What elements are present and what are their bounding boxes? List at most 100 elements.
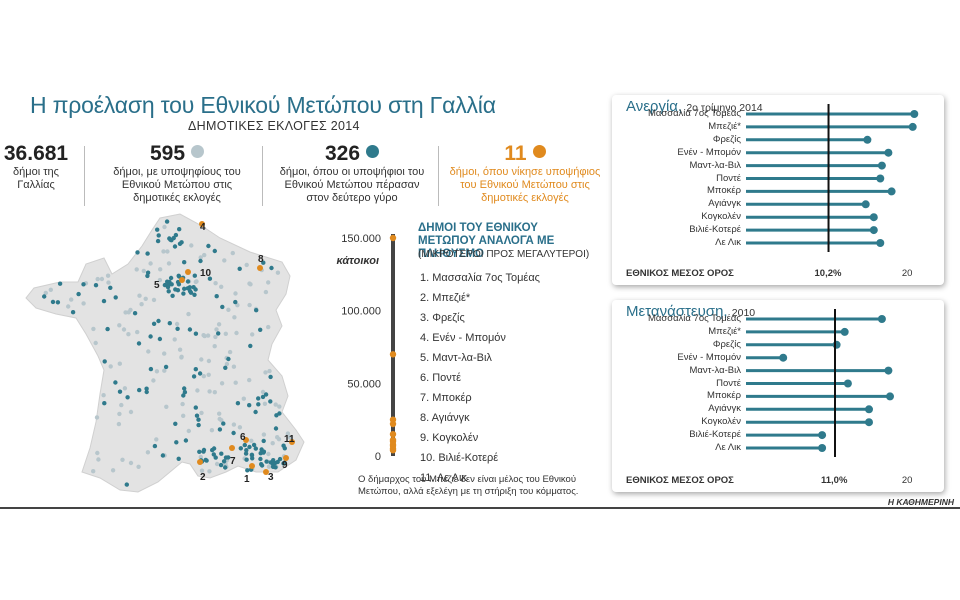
map-dot (102, 401, 107, 406)
france-map-svg: 1 2 3 4 5 6 7 8 9 10 11 (25, 213, 344, 500)
map-dot (191, 374, 197, 379)
map-dot (282, 446, 287, 451)
page-title: Η προέλαση του Εθνικού Μετώπου στη Γαλλί… (30, 92, 496, 118)
immigration-tick-label: 20 (901, 475, 913, 486)
map-dot (164, 404, 169, 409)
ranking-item: 4. Ενέν - Μπομόν (420, 332, 506, 344)
map-label: 11 (284, 434, 295, 445)
map-dot (269, 265, 274, 271)
map-dot (285, 431, 291, 436)
map-dot (176, 274, 182, 279)
unemployment-category-label: Μαντ-λα-Βιλ (689, 159, 741, 171)
map-dot (182, 386, 187, 391)
map-labels: 1 2 3 4 5 6 7 8 9 10 11 (154, 222, 295, 485)
map-dot (122, 386, 128, 391)
map-dot (261, 260, 266, 265)
immigration-bar-end (884, 366, 893, 375)
immigration-title-text: Μετανάστευση, (626, 303, 728, 320)
map-dot (268, 374, 273, 380)
map-dot (117, 361, 123, 366)
map-dot (106, 280, 111, 285)
map-dot (162, 224, 167, 230)
map-dot (161, 249, 166, 254)
map-dot (117, 323, 122, 328)
map-dot (181, 413, 186, 418)
map-dot (212, 344, 217, 349)
map-dot (220, 304, 225, 310)
map-dot (196, 422, 201, 428)
map-dot (194, 279, 199, 284)
map-dot (135, 250, 140, 255)
bottom-rule (0, 507, 960, 509)
map-dot-winner (179, 277, 185, 283)
map-dot (193, 331, 199, 336)
map-dot (136, 341, 142, 346)
map-dot (235, 401, 241, 406)
map-label: 1 (244, 474, 250, 485)
scale-tick-label: 0 (375, 451, 381, 463)
map-dot (123, 310, 128, 315)
map-dot (81, 282, 86, 287)
map-dots (42, 219, 295, 487)
unemployment-bar-end (869, 226, 878, 235)
stat-divider (438, 146, 439, 206)
map-dot (202, 252, 207, 258)
stat-second-round: 326 δήμοι, όπου οι υποψήφιοι του Εθνικού… (272, 142, 432, 205)
map-dot (173, 232, 179, 238)
map-dot (243, 451, 249, 456)
map-dot (192, 273, 197, 278)
immigration-category-label: Μπεζιέ* (708, 325, 741, 337)
immigration-bar-end (865, 405, 873, 414)
map-dot (95, 276, 100, 282)
map-dot (101, 393, 106, 398)
map-dot (249, 438, 254, 443)
map-dot (253, 409, 258, 415)
map-dot (50, 299, 56, 305)
map-dot (263, 370, 268, 375)
map-dot (110, 468, 116, 473)
ranking-item: 2. Μπεζιέ* (420, 292, 471, 304)
map-dot (277, 411, 282, 416)
map-dot (266, 280, 271, 285)
map-dot (262, 401, 268, 406)
map-dot (222, 258, 227, 263)
map-dot-winner (283, 455, 289, 461)
map-dot (117, 411, 122, 417)
map-dot (42, 294, 47, 299)
map-dot (172, 337, 177, 342)
map-dot (174, 321, 180, 327)
map-dot (210, 447, 215, 453)
ranking-title: ΔΗΜΟΙ ΤΟΥ ΕΘΝΙΚΟΥ ΜΕΤΩΠΟΥ ΑΝΑΛΟΓΑ ΜΕ ΠΛΗ… (418, 222, 555, 260)
stat-total: 36.681 δήμοι της Γαλλίας (0, 142, 72, 192)
unemployment-subtitle: 2ο τρίμηνο 2014 (686, 102, 763, 114)
ranking-item: 11. Λε Λικ (420, 472, 467, 484)
unemployment-panel: Ανεργία, 2ο τρίμηνο 2014 ΕΘΝΙΚΟΣ ΜΕΣΟΣ Ο… (612, 95, 944, 285)
map-dot (69, 297, 74, 302)
light-dot-icon (191, 145, 205, 158)
immigration-category-label: Ποντέ (716, 377, 741, 389)
immigration-category-label: Μαντ-λα-Βιλ (689, 364, 741, 376)
unemployment-category-label: Ποντέ (716, 172, 741, 184)
map-dot (113, 380, 118, 385)
stat-wins: 11 δήμοι, όπου νίκησε υποψήφιος του Εθνι… (444, 142, 606, 205)
immigration-bar-end (886, 392, 894, 401)
map-dot (132, 311, 138, 316)
map-dot (214, 327, 219, 332)
immigration-bar-end (779, 353, 788, 362)
map-dot (266, 464, 272, 469)
map-dot (197, 449, 202, 454)
unemployment-category-label: Μπεζιέ* (708, 120, 741, 132)
map-dot (198, 258, 203, 264)
map-dot (275, 459, 280, 465)
map-dot (242, 442, 247, 448)
map-dot (182, 260, 187, 265)
map-dot (148, 334, 153, 339)
unemployment-tick-label: 20 (901, 268, 913, 279)
map-dot (221, 421, 226, 426)
credit: Η ΚΑΘΗΜΕΡΙΝΗ (887, 497, 954, 507)
map-dot (134, 267, 139, 272)
map-dot (145, 450, 151, 455)
map-dot (233, 299, 238, 305)
map-dot (176, 456, 181, 461)
map-dot (201, 374, 206, 379)
